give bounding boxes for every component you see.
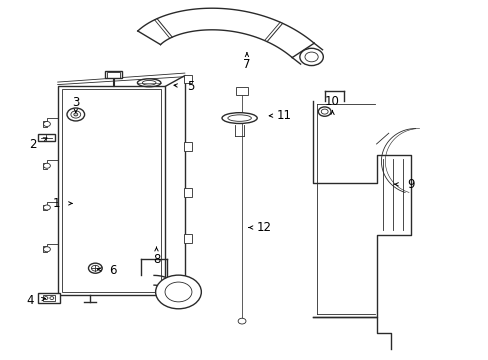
Circle shape bbox=[165, 282, 192, 302]
Ellipse shape bbox=[222, 113, 257, 123]
Ellipse shape bbox=[142, 81, 156, 85]
Text: 5: 5 bbox=[186, 80, 194, 93]
Text: 2: 2 bbox=[29, 138, 37, 150]
Bar bbox=[183, 188, 191, 197]
Circle shape bbox=[318, 107, 330, 116]
Circle shape bbox=[305, 52, 318, 62]
Circle shape bbox=[43, 247, 50, 252]
Text: 3: 3 bbox=[72, 96, 80, 109]
Circle shape bbox=[43, 205, 50, 210]
Text: 12: 12 bbox=[256, 221, 271, 234]
Text: 6: 6 bbox=[108, 264, 116, 277]
Bar bbox=[58, 86, 165, 295]
Text: 7: 7 bbox=[243, 58, 250, 71]
Bar bbox=[236, 87, 247, 95]
Circle shape bbox=[43, 163, 50, 168]
Text: 4: 4 bbox=[26, 294, 34, 307]
Bar bbox=[61, 89, 161, 292]
Circle shape bbox=[43, 121, 50, 126]
Bar bbox=[183, 234, 191, 243]
Circle shape bbox=[71, 111, 81, 118]
Bar bbox=[106, 72, 120, 78]
Bar bbox=[183, 142, 191, 151]
Text: 9: 9 bbox=[406, 178, 414, 191]
Ellipse shape bbox=[137, 79, 161, 87]
Circle shape bbox=[74, 113, 78, 116]
Bar bbox=[42, 295, 55, 301]
Bar bbox=[104, 71, 122, 78]
Circle shape bbox=[238, 318, 245, 324]
Circle shape bbox=[321, 109, 327, 114]
Circle shape bbox=[67, 108, 84, 121]
Circle shape bbox=[88, 263, 102, 273]
Circle shape bbox=[155, 275, 201, 309]
Text: 1: 1 bbox=[52, 197, 60, 210]
Circle shape bbox=[44, 297, 48, 300]
Bar bbox=[38, 134, 55, 141]
Text: 8: 8 bbox=[152, 253, 160, 266]
Circle shape bbox=[50, 297, 54, 300]
Circle shape bbox=[299, 48, 323, 66]
Text: 11: 11 bbox=[277, 109, 291, 122]
Text: 10: 10 bbox=[325, 95, 339, 108]
Bar bbox=[38, 293, 60, 303]
Ellipse shape bbox=[227, 115, 251, 121]
Bar bbox=[183, 75, 191, 83]
